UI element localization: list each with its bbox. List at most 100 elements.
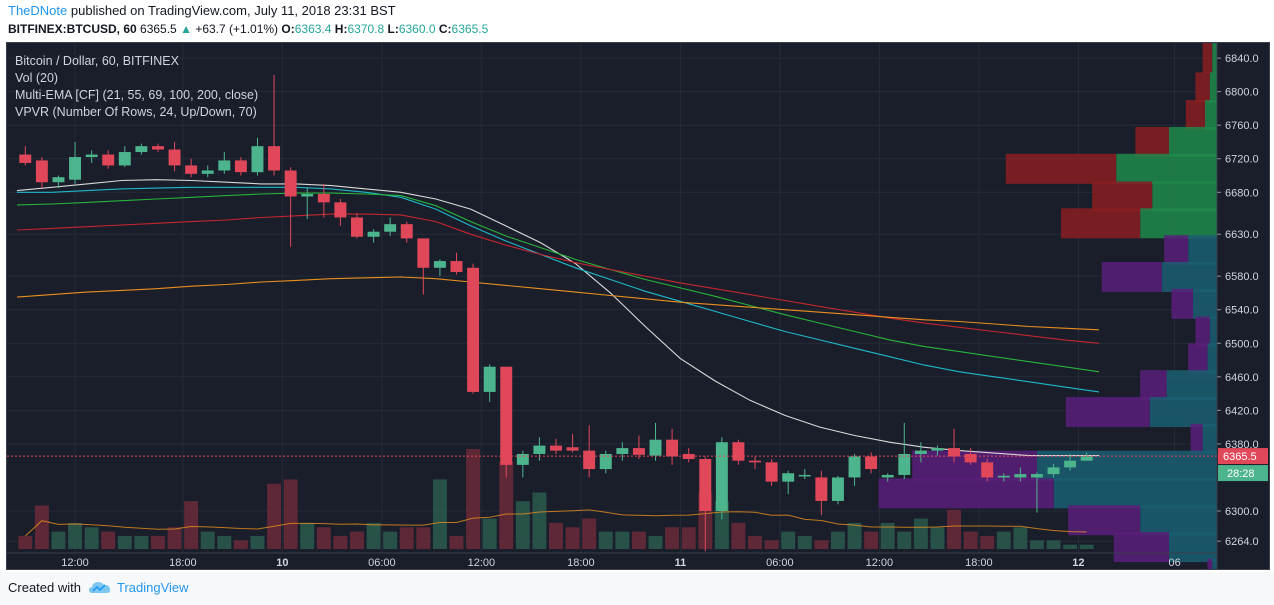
- vpvr-down-bar: [878, 478, 1054, 509]
- vpvr-up-bar: [1152, 181, 1217, 212]
- legend-volume: Vol (20): [15, 71, 59, 85]
- price-axis-background: [1217, 43, 1269, 569]
- price-tick-label: 6420.0: [1225, 405, 1259, 417]
- volume-bar: [18, 535, 33, 549]
- price-tick-label: 6264.0: [1225, 536, 1259, 548]
- volume-bar: [565, 527, 580, 549]
- vpvr-up-bar: [1166, 370, 1217, 401]
- candle-body: [1014, 474, 1027, 478]
- time-tick-label: 06:00: [368, 557, 396, 569]
- candle-body: [185, 165, 198, 174]
- high-label: H:: [334, 22, 348, 36]
- price-chart[interactable]: 6840.0 6800.0 6760.0 6720.0 6680.0 6630.0 6580…: [7, 43, 1269, 569]
- author-link[interactable]: TheDNote: [8, 3, 68, 18]
- price-tick-label: 6540.0: [1225, 305, 1259, 317]
- candle-body: [550, 445, 562, 451]
- open-value: 6363.4: [294, 22, 332, 36]
- candle-body: [583, 450, 596, 470]
- volume-bar: [51, 531, 66, 549]
- chart-area[interactable]: 6840.0 6800.0 6760.0 6720.0 6680.0 6630.0 6580…: [6, 42, 1270, 570]
- candle-body: [1047, 467, 1060, 475]
- volume-bar: [532, 492, 547, 549]
- volume-bar: [515, 501, 530, 549]
- price-tick-label: 6460.0: [1225, 372, 1259, 384]
- candle-body: [699, 459, 712, 511]
- volume-bar: [167, 527, 182, 549]
- volume-bar: [665, 527, 680, 549]
- time-tick-label: 18:00: [965, 557, 993, 569]
- candle-body: [85, 154, 98, 158]
- volume-bar: [200, 531, 215, 549]
- tradingview-link[interactable]: TradingView: [117, 580, 189, 595]
- vpvr-up-bar: [1169, 532, 1217, 563]
- candle-body: [632, 448, 645, 455]
- candle-body: [168, 149, 181, 166]
- vpvr-up-bar: [1209, 316, 1217, 347]
- published-text: published on TradingView.com, July 11, 2…: [70, 3, 396, 18]
- footer: Created with TradingView: [0, 572, 1274, 605]
- candle-body: [798, 474, 811, 477]
- candle-body: [1080, 456, 1093, 461]
- volume-bar: [399, 527, 414, 549]
- candle-body: [234, 160, 247, 173]
- volume-bar: [383, 531, 398, 549]
- volume-bar: [68, 522, 83, 549]
- tradingview-logo-icon[interactable]: [88, 579, 112, 597]
- volume-bar: [449, 535, 464, 549]
- price-tick-label: 6630.0: [1225, 229, 1259, 241]
- candle-body: [118, 152, 131, 166]
- candle-body: [450, 261, 463, 272]
- vpvr-down-bar: [1101, 262, 1162, 292]
- vpvr-up-bar: [1205, 100, 1217, 131]
- vpvr-down-bar: [1195, 72, 1210, 103]
- candle-body: [102, 154, 115, 166]
- vpvr-down-bar: [1061, 208, 1141, 239]
- candle-body: [848, 456, 861, 478]
- publish-header: TheDNote published on TradingView.com, J…: [0, 0, 1274, 42]
- vpvr-up-bar: [1140, 505, 1217, 536]
- vpvr-up-bar: [1202, 423, 1217, 454]
- candle-body: [400, 224, 413, 239]
- volume-bar: [151, 535, 165, 549]
- vpvr-up-bar: [1193, 288, 1217, 319]
- change-value: +63.7 (+1.01%): [195, 22, 279, 36]
- volume-bar: [1013, 527, 1028, 549]
- candle-body: [749, 460, 761, 463]
- candle-body: [19, 154, 32, 163]
- candle-body: [981, 462, 994, 478]
- volume-bar: [963, 531, 978, 549]
- vpvr-up-bar: [1161, 262, 1217, 292]
- vpvr-down-bar: [1068, 505, 1141, 536]
- legend-vpvr: VPVR (Number Of Rows, 24, Up/Down, 70): [15, 105, 257, 119]
- price-tick-label: 6300.0: [1225, 506, 1259, 518]
- countdown-tag: [1218, 465, 1268, 482]
- vpvr-up-bar: [1209, 72, 1217, 103]
- volume-bar: [731, 522, 746, 549]
- vpvr-down-bar: [1113, 532, 1169, 563]
- last-price: 6365.5: [140, 22, 177, 36]
- vpvr-up-bar: [1169, 126, 1217, 157]
- volume-bar: [283, 479, 298, 549]
- volume-bar: [84, 527, 99, 549]
- volume-bar: [897, 531, 912, 549]
- candle-body: [268, 146, 281, 171]
- volume-bar: [350, 531, 364, 549]
- volume-bar: [847, 522, 862, 549]
- candle-body: [384, 224, 397, 232]
- volume-bar: [797, 535, 812, 549]
- vpvr-up-bar: [1212, 558, 1217, 569]
- time-tick-label: 12: [1072, 557, 1084, 569]
- countdown-tag-label: 28:28: [1227, 468, 1255, 480]
- candle-body: [616, 448, 629, 454]
- low-label: L:: [387, 22, 399, 36]
- volume-bar: [947, 509, 961, 549]
- volume-bar: [499, 462, 514, 549]
- volume-bar: [913, 518, 928, 549]
- ema-100-line: [16, 213, 1100, 344]
- ema-21-line: [16, 179, 1099, 457]
- volume-bar: [466, 449, 481, 549]
- volume-bar: [748, 535, 762, 549]
- volume-bar: [781, 531, 796, 549]
- candle-body: [367, 231, 380, 237]
- candle-body: [964, 453, 977, 463]
